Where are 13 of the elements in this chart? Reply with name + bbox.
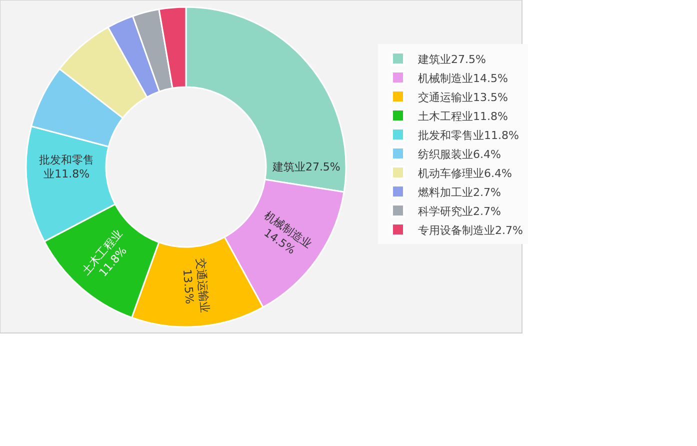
legend-label: 批发和零售业11.8% bbox=[418, 128, 519, 142]
data-label: 批发和零售业11.8% bbox=[39, 153, 94, 181]
legend-label: 建筑业27.5% bbox=[417, 52, 486, 66]
legend-label: 机械制造业14.5% bbox=[418, 72, 508, 85]
legend-label: 机动车修理业6.4% bbox=[418, 166, 512, 180]
legend-label: 科学研究业2.7% bbox=[418, 204, 501, 218]
legend-label: 交通运输业13.5% bbox=[418, 90, 508, 104]
data-label: 交通运输业13.5% bbox=[180, 258, 212, 314]
legend-label: 土木工程业11.8% bbox=[418, 110, 508, 123]
legend-label: 燃料加工业2.7% bbox=[418, 186, 501, 199]
legend-label: 纺织服装业6.4% bbox=[418, 148, 501, 161]
data-label: 建筑业27.5% bbox=[271, 160, 340, 174]
legend-label: 专用设备制造业2.7% bbox=[418, 224, 523, 237]
